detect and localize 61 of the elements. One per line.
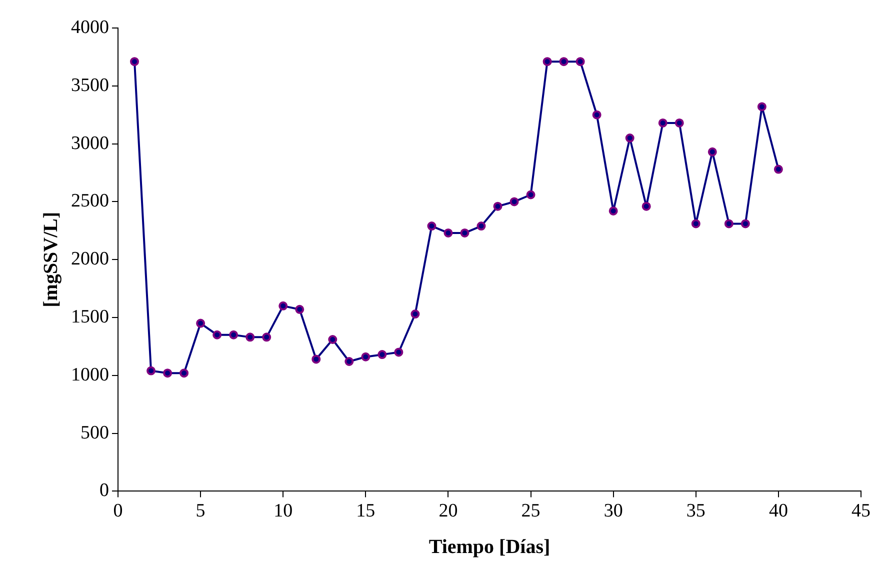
point [180, 368, 189, 378]
point [163, 368, 172, 378]
point [130, 57, 140, 66]
point [526, 190, 536, 200]
x-tick-label: 0 [113, 500, 123, 522]
x-tick-label: 25 [521, 500, 540, 522]
x-axis-title: Tiempo [Días] [428, 536, 550, 558]
y-tick-label: 0 [100, 480, 109, 502]
y-tick-label: 3500 [71, 74, 109, 96]
point [410, 310, 420, 319]
y-tick-label: 3000 [71, 132, 109, 154]
x-tick-label: 35 [686, 500, 706, 522]
y-tick-label: 4000 [71, 16, 109, 38]
point [460, 228, 470, 238]
point [246, 332, 255, 342]
x-tick-label: 15 [356, 500, 376, 522]
point [608, 206, 618, 216]
x-tick-label: 10 [274, 500, 293, 522]
point [740, 219, 750, 228]
point [394, 348, 404, 357]
point [229, 330, 238, 340]
point [196, 318, 206, 328]
point [146, 366, 156, 376]
x-tick-label: 20 [438, 500, 458, 522]
point [625, 134, 634, 143]
point [295, 304, 304, 314]
point [724, 219, 734, 228]
point [542, 57, 552, 66]
point [576, 57, 585, 66]
y-tick-label: 2000 [71, 248, 109, 270]
point [658, 118, 668, 128]
point [378, 350, 387, 360]
point [312, 354, 321, 364]
point [559, 57, 568, 66]
point [493, 202, 502, 211]
y-axis-title: [mgSSV/L] [40, 212, 62, 308]
point [444, 228, 453, 238]
point [344, 357, 354, 366]
point [774, 164, 783, 174]
point [427, 222, 436, 231]
y-tick-label: 500 [80, 422, 109, 444]
point [476, 222, 486, 231]
y-tick-label: 1000 [71, 364, 109, 386]
point [278, 301, 288, 310]
y-tick-label: 1500 [71, 306, 109, 328]
point [691, 219, 700, 228]
x-tick-label: 45 [852, 500, 870, 522]
point [757, 102, 766, 112]
point [592, 110, 602, 120]
point [262, 332, 272, 342]
x-tick-label: 5 [196, 500, 206, 522]
point [708, 147, 717, 156]
point [674, 118, 684, 128]
point [510, 197, 519, 206]
y-tick-label: 2500 [71, 190, 109, 212]
point [361, 352, 370, 362]
point [212, 330, 222, 340]
x-tick-label: 30 [604, 500, 623, 522]
point [642, 202, 651, 211]
point [328, 335, 338, 344]
x-tick-label: 40 [768, 500, 788, 522]
